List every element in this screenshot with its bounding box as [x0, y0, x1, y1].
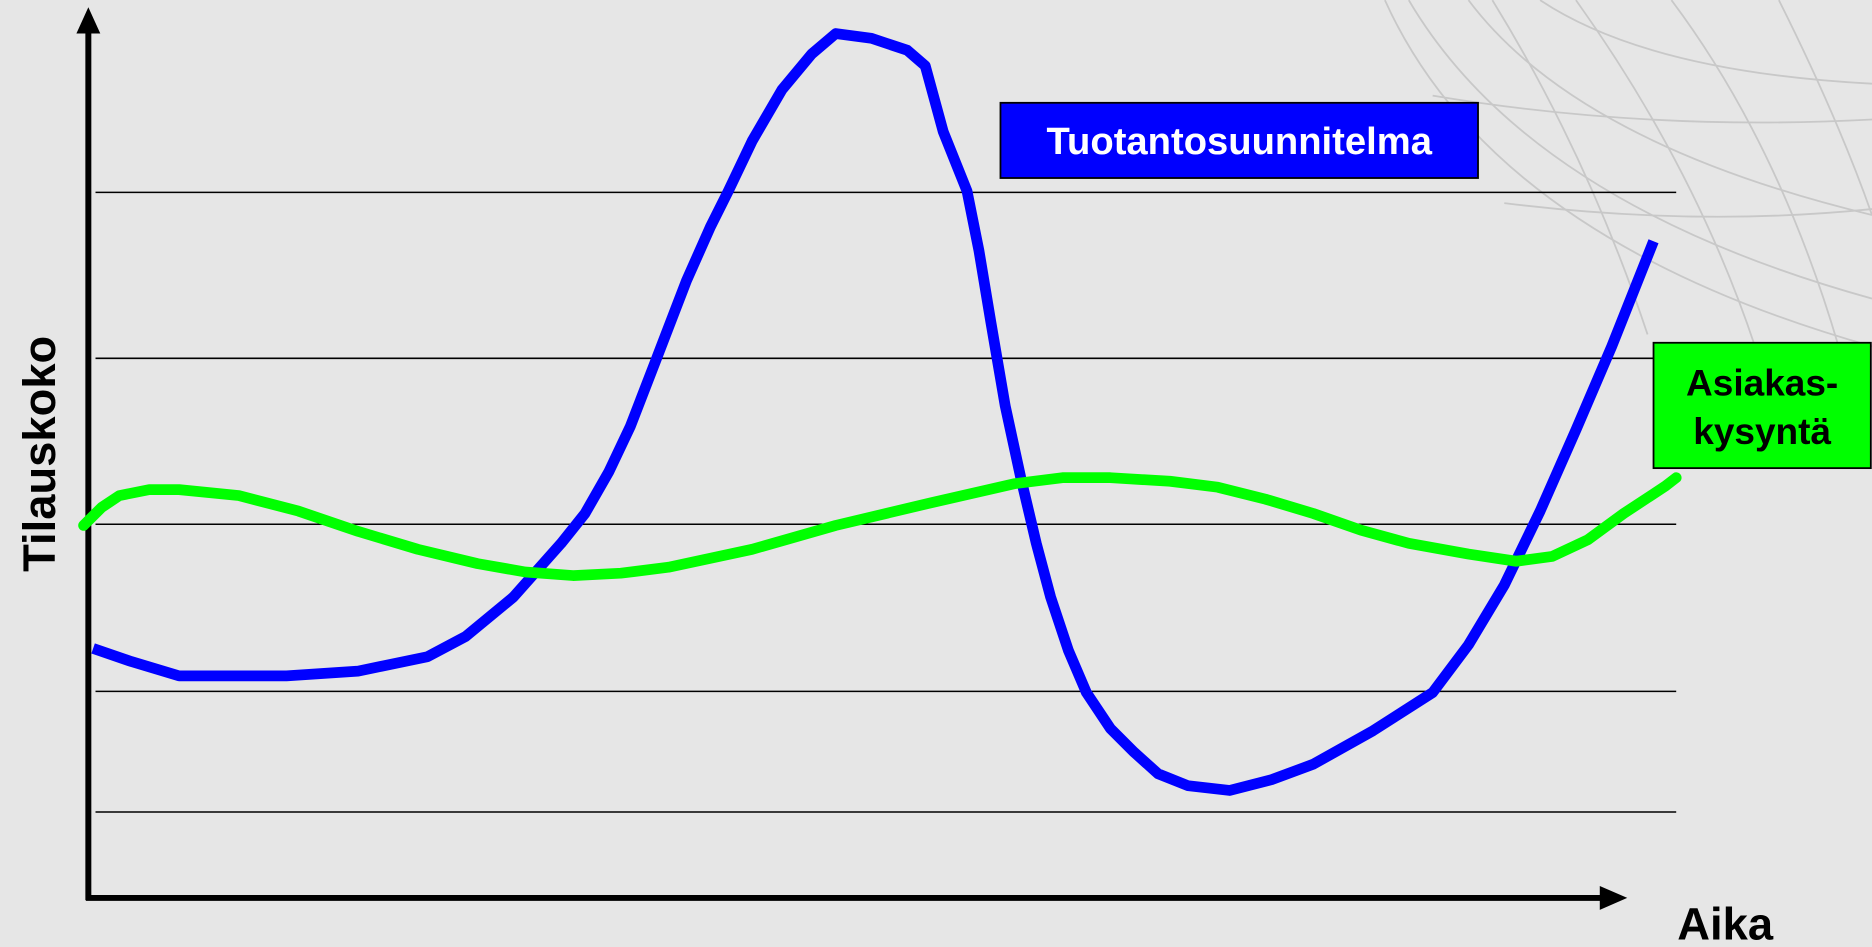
production-plan-label: Tuotantosuunnitelma [1047, 120, 1433, 163]
production-plan-label-box [999, 101, 1479, 179]
y-axis-label: Tilauskoko [14, 336, 65, 572]
grid-lines [95, 191, 1677, 813]
customer-demand-label-line: Asiakas- [1686, 361, 1838, 403]
customer-demand-label-line: kysyntä [1693, 410, 1831, 452]
x-axis-arrow [1599, 885, 1628, 910]
globe-decoration [1384, 0, 1872, 348]
x-axis-label: Aika [1677, 899, 1774, 947]
axes [76, 7, 1628, 910]
production-plan-curve [91, 28, 1659, 796]
customer-demand-curve [78, 472, 1682, 581]
customer-demand-label-box [1652, 341, 1872, 470]
y-axis-arrow [76, 7, 101, 34]
